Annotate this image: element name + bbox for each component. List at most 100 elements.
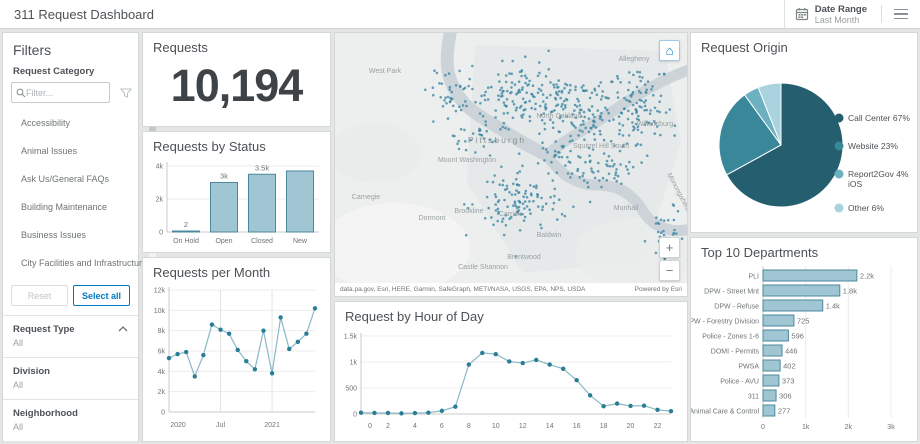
request-dot <box>459 127 463 131</box>
request-dot <box>521 86 524 89</box>
request-dot <box>601 95 604 98</box>
request-dot <box>558 130 561 134</box>
request-dot <box>557 155 561 159</box>
request-dot <box>643 104 647 108</box>
category-option[interactable]: Business Issues <box>21 230 87 240</box>
tick-label: 14 <box>546 423 554 430</box>
pie-slice-other-6-[interactable] <box>757 82 782 146</box>
request-dot <box>631 90 635 94</box>
category-option[interactable]: Animal Issues <box>21 146 78 156</box>
request-dot <box>575 105 579 108</box>
pie-slice-website-23-[interactable] <box>718 94 782 176</box>
bar-police-avu[interactable] <box>762 374 780 387</box>
request-dot <box>592 119 596 123</box>
request-dot <box>497 94 500 97</box>
menu-icon[interactable] <box>886 0 916 28</box>
request-dot <box>531 84 535 87</box>
reset-button[interactable]: Reset <box>11 285 68 306</box>
bar-domi-permits[interactable] <box>762 344 783 357</box>
request-dot <box>564 82 567 86</box>
request-dot <box>424 88 427 92</box>
request-dot <box>558 198 561 201</box>
bar-pli[interactable] <box>762 269 858 282</box>
data-point <box>372 410 377 416</box>
bar-animal-care-control[interactable] <box>762 404 776 417</box>
category-filter-input[interactable] <box>26 87 105 98</box>
request-dot <box>590 105 594 108</box>
request-dot <box>659 218 663 222</box>
status-bar-chart: 0 2k 4k 2 On Hold 3k Open 3.5k Closed New <box>156 162 319 245</box>
request-dot <box>538 104 542 108</box>
chevron-up-icon <box>118 326 128 332</box>
request-dot <box>431 86 435 89</box>
request-dot <box>620 182 623 185</box>
request-dot <box>560 155 564 159</box>
filter-section-division[interactable]: Division All <box>3 358 138 400</box>
request-dot <box>533 107 537 111</box>
request-dot <box>597 161 600 165</box>
tick-label: 3.5k <box>255 163 269 172</box>
pie-slice-call-center-67-[interactable] <box>725 82 844 208</box>
request-dot <box>538 61 541 64</box>
request-dot <box>554 140 557 143</box>
map-canvas[interactable]: West Park Pittsburgh Mount Washington North… <box>335 33 687 293</box>
request-dot <box>454 109 458 113</box>
request-dot <box>484 123 488 127</box>
bar-pwsa[interactable] <box>762 359 781 372</box>
bar-open[interactable] <box>210 182 238 233</box>
bar-police-zones-1-6[interactable] <box>762 329 789 342</box>
bar-dpw-street-mnt[interactable] <box>762 284 841 297</box>
request-dot <box>578 104 582 107</box>
request-dot <box>524 55 527 58</box>
request-dot <box>549 118 552 121</box>
request-dot <box>487 206 490 210</box>
home-button[interactable]: ⌂ <box>659 40 680 61</box>
category-option[interactable]: Ask Us/General FAQs <box>21 174 110 184</box>
tick-label: 1.5k <box>344 334 358 341</box>
request-dot <box>521 202 525 206</box>
request-dot <box>635 101 638 105</box>
request-dot <box>500 165 503 169</box>
request-dot <box>469 138 472 142</box>
data-point <box>166 355 172 361</box>
tick-label: 1k <box>802 424 810 431</box>
zoom-out-button[interactable]: − <box>659 260 680 281</box>
filters-title: Filters <box>13 42 52 58</box>
date-range-selector[interactable]: Date Range Last Month <box>783 0 877 28</box>
request-dot <box>638 71 642 74</box>
bar-closed[interactable] <box>248 173 276 233</box>
request-dot <box>631 112 634 116</box>
request-dot <box>502 112 506 115</box>
category-option[interactable]: Accessibility <box>21 118 71 128</box>
request-dot <box>621 124 625 127</box>
request-dot <box>607 155 611 158</box>
bar-new[interactable] <box>286 170 314 233</box>
filter-section-request-type[interactable]: Request Type All <box>3 316 138 358</box>
request-dot <box>497 98 500 101</box>
request-dot <box>636 125 640 129</box>
filter-section-neighborhood[interactable]: Neighborhood All <box>3 400 138 442</box>
category-option[interactable]: City Facilities and Infrastructure <box>21 258 148 268</box>
select-all-button[interactable]: Select all <box>73 285 130 306</box>
category-option[interactable]: Building Maintenance <box>21 202 108 212</box>
map-region <box>335 123 420 183</box>
request-dot <box>668 108 672 111</box>
request-dot <box>655 216 658 219</box>
request-dot <box>518 70 522 74</box>
request-dot <box>544 75 548 78</box>
bar-on-hold[interactable] <box>172 230 200 233</box>
bar-dpw-refuse[interactable] <box>762 299 824 312</box>
request-dot <box>512 204 515 207</box>
request-dot <box>553 194 556 198</box>
bar-311[interactable] <box>762 389 777 402</box>
request-dot <box>474 100 477 104</box>
request-dot <box>656 109 659 113</box>
request-dot <box>536 195 539 199</box>
map-attribution: data.pa.gov, Esri, HERE, Garmin, SafeGra… <box>335 283 687 296</box>
request-dot <box>517 205 521 209</box>
bar-dpw-forestry-division[interactable] <box>762 314 795 327</box>
request-dot <box>534 102 537 106</box>
zoom-in-button[interactable]: + <box>659 237 680 258</box>
request-dot <box>451 134 455 137</box>
request-dot <box>600 185 603 189</box>
